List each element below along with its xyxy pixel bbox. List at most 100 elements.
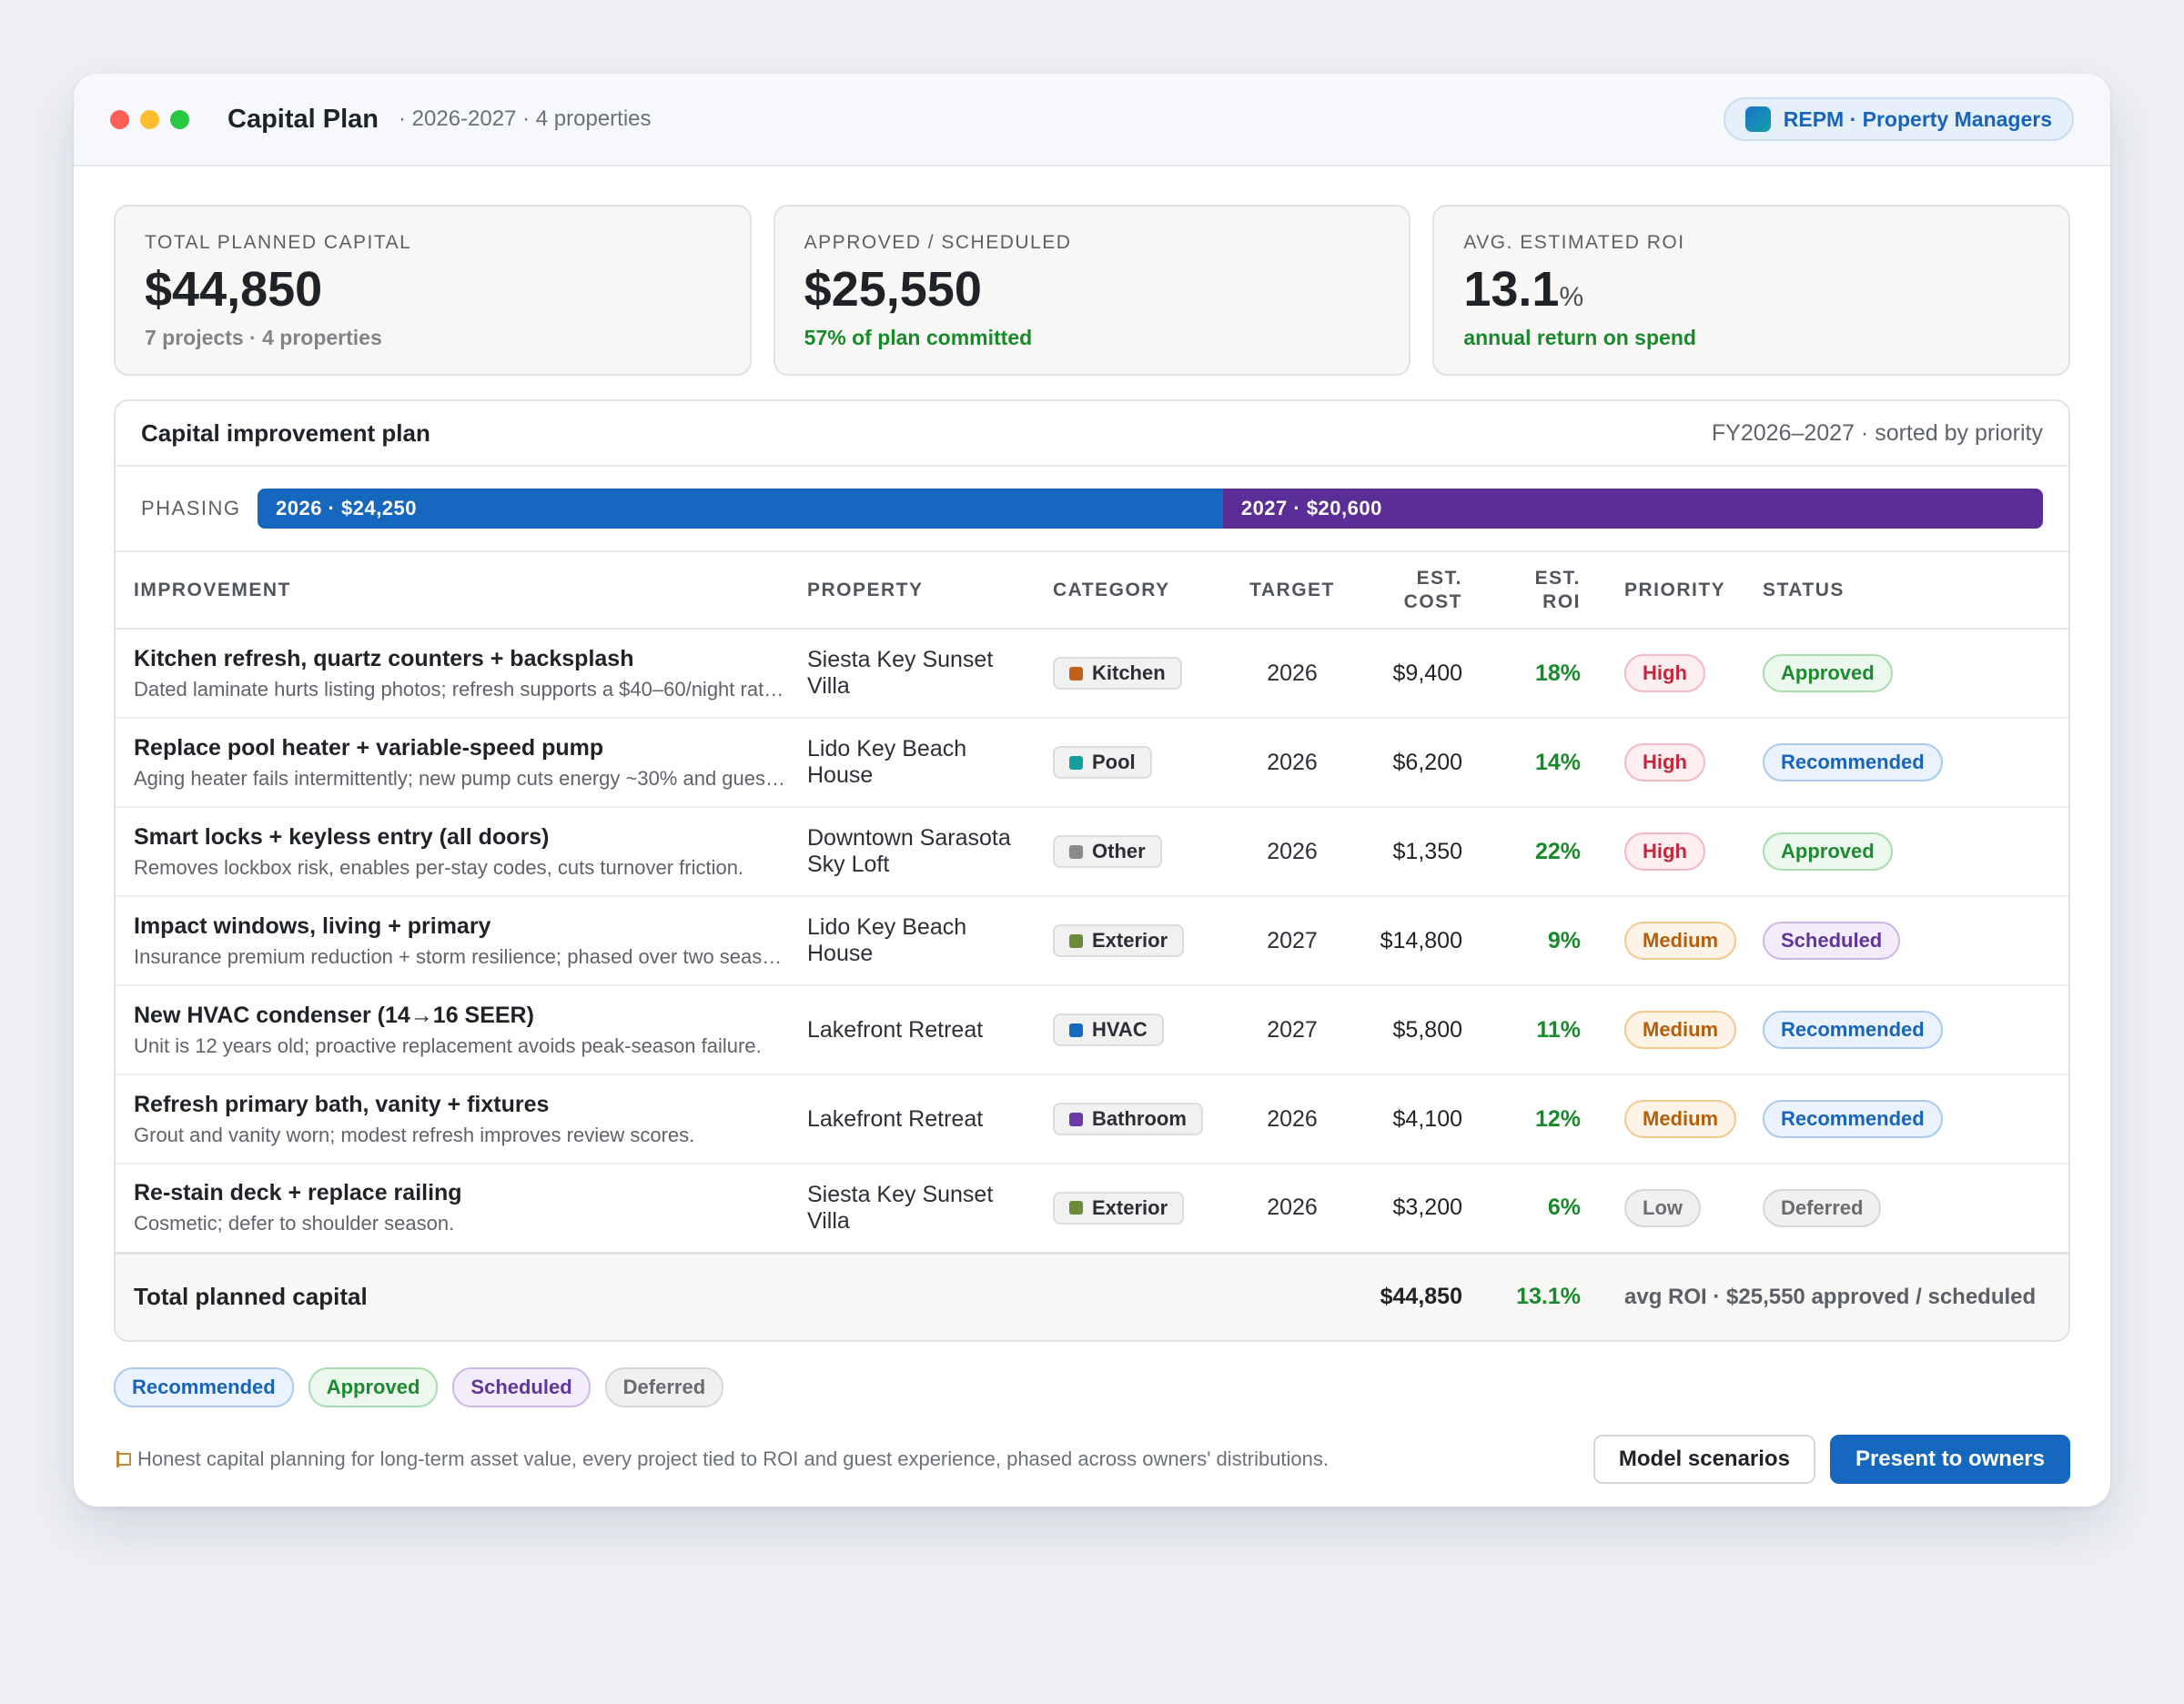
- legend-deferred[interactable]: Deferred: [604, 1367, 724, 1407]
- total-cost: $44,850: [1342, 1251, 1470, 1340]
- category-color-icon: [1069, 1112, 1083, 1126]
- roi-cell: 6%: [1470, 1164, 1588, 1254]
- plan-header: Capital improvement plan FY2026–2027 · s…: [116, 401, 2068, 467]
- close-window-button[interactable]: [110, 109, 129, 129]
- priority-badge[interactable]: Medium: [1624, 1100, 1737, 1138]
- kpi-value: $44,850: [145, 262, 721, 317]
- minimize-window-button[interactable]: [140, 109, 159, 129]
- phasing-label: PHASING: [141, 497, 241, 519]
- improvement-title: New HVAC condenser (14→16 SEER): [134, 1002, 534, 1028]
- priority-cell: Medium: [1588, 985, 1763, 1075]
- status-badge[interactable]: Recommended: [1763, 1011, 1943, 1049]
- page-subtitle: · 2026-2027 · 4 properties: [399, 106, 652, 131]
- category-label: Bathroom: [1092, 1107, 1187, 1130]
- cost-cell: $5,800: [1342, 985, 1470, 1075]
- cost-cell: $6,200: [1342, 718, 1470, 808]
- status-badge[interactable]: Scheduled: [1763, 922, 1901, 960]
- table-row[interactable]: Kitchen refresh, quartz counters + backs…: [116, 629, 2068, 719]
- app-window: Capital Plan · 2026-2027 · 4 properties …: [74, 74, 2110, 1507]
- col-improvement[interactable]: IMPROVEMENT: [116, 552, 800, 630]
- kpi-value: $25,550: [804, 262, 1380, 317]
- status-badge[interactable]: Approved: [1763, 832, 1893, 871]
- priority-cell: Low: [1588, 1164, 1763, 1254]
- category-chip: Exterior: [1053, 1191, 1185, 1225]
- status-badge[interactable]: Approved: [1763, 654, 1893, 692]
- status-badge[interactable]: Recommended: [1763, 743, 1943, 781]
- property-cell: Siesta Key Sunset Villa: [800, 629, 1046, 719]
- status-badge[interactable]: Deferred: [1763, 1188, 1882, 1227]
- roi-cell: 22%: [1470, 807, 1588, 897]
- plan-meta: FY2026–2027 · sorted by priority: [1711, 419, 2043, 446]
- flag-icon: [114, 1449, 134, 1469]
- col-est-cost[interactable]: EST. COST: [1342, 552, 1470, 630]
- kpi-note: 7 projects · 4 properties: [145, 326, 382, 350]
- window-controls: [110, 109, 189, 129]
- present-to-owners-button[interactable]: Present to owners: [1829, 1435, 2070, 1484]
- table-row[interactable]: Impact windows, living + primary Insuranc…: [116, 896, 2068, 986]
- roi-cell: 12%: [1470, 1074, 1588, 1165]
- table-row[interactable]: New HVAC condenser (14→16 SEER) Unit is 1…: [116, 985, 2068, 1075]
- footer-note-text: Honest capital planning for long-term as…: [137, 1447, 1330, 1470]
- category-label: Other: [1092, 840, 1146, 862]
- priority-badge[interactable]: High: [1624, 654, 1705, 692]
- footer-note: Honest capital planning for long-term as…: [114, 1447, 1329, 1471]
- capital-plan-panel: Capital improvement plan FY2026–2027 · s…: [114, 399, 2070, 1342]
- category-color-icon: [1069, 844, 1083, 859]
- col-est-roi[interactable]: EST. ROI: [1470, 552, 1588, 630]
- cost-cell: $4,100: [1342, 1074, 1470, 1165]
- empty-cell: [800, 1251, 1046, 1340]
- empty-cell: [1046, 1251, 1242, 1340]
- col-property[interactable]: PROPERTY: [800, 552, 1046, 630]
- model-scenarios-button[interactable]: Model scenarios: [1592, 1435, 1815, 1484]
- improvement-cell: Impact windows, living + primary Insuranc…: [116, 896, 800, 986]
- page-title: Capital Plan: [228, 104, 379, 134]
- improvement-cell: New HVAC condenser (14→16 SEER) Unit is 1…: [116, 985, 800, 1075]
- legend-recommended[interactable]: Recommended: [114, 1367, 294, 1407]
- col-status[interactable]: STATUS: [1763, 552, 2068, 630]
- improvement-cell: Re-stain deck + replace railing Cosmetic;…: [116, 1164, 800, 1254]
- roi-cell: 18%: [1470, 629, 1588, 719]
- property-cell: Downtown Sarasota Sky Loft: [800, 807, 1046, 897]
- title-bar: Capital Plan · 2026-2027 · 4 properties …: [74, 74, 2110, 166]
- maximize-window-button[interactable]: [170, 109, 189, 129]
- target-cell: 2026: [1242, 1164, 1342, 1254]
- priority-badge[interactable]: Low: [1624, 1188, 1701, 1227]
- category-label: HVAC: [1092, 1018, 1148, 1041]
- kpi-value-number: $25,550: [804, 262, 982, 317]
- priority-badge[interactable]: Medium: [1624, 922, 1737, 960]
- col-category[interactable]: CATEGORY: [1046, 552, 1242, 630]
- brand-badge[interactable]: REPM · Property Managers: [1723, 97, 2074, 141]
- legend-scheduled[interactable]: Scheduled: [452, 1367, 591, 1407]
- target-cell: 2026: [1242, 807, 1342, 897]
- target-cell: 2026: [1242, 718, 1342, 808]
- legend-approved[interactable]: Approved: [308, 1367, 439, 1407]
- target-cell: 2027: [1242, 985, 1342, 1075]
- category-color-icon: [1069, 1201, 1083, 1215]
- table-header-row: IMPROVEMENT PROPERTY CATEGORY TARGET EST…: [116, 552, 2068, 630]
- property-cell: Siesta Key Sunset Villa: [800, 1164, 1046, 1254]
- table-row[interactable]: Re-stain deck + replace railing Cosmetic;…: [116, 1164, 2068, 1254]
- kpi-label: APPROVED / SCHEDULED: [804, 232, 1072, 253]
- phase-segment-2026: 2026 · $24,250: [258, 489, 1223, 529]
- col-priority[interactable]: PRIORITY: [1588, 552, 1763, 630]
- table-row[interactable]: Smart locks + keyless entry (all doors) R…: [116, 807, 2068, 897]
- target-cell: 2026: [1242, 1074, 1342, 1165]
- category-chip: Exterior: [1053, 924, 1185, 957]
- priority-badge[interactable]: Medium: [1624, 1011, 1737, 1049]
- category-label: Exterior: [1092, 929, 1168, 952]
- priority-badge[interactable]: High: [1624, 743, 1705, 781]
- brand-label: REPM · Property Managers: [1783, 106, 2052, 131]
- category-cell: Bathroom: [1046, 1074, 1242, 1165]
- col-target[interactable]: TARGET: [1242, 552, 1342, 630]
- total-label: Total planned capital: [134, 1283, 368, 1311]
- category-label: Exterior: [1092, 1195, 1168, 1219]
- improvement-title: Impact windows, living + primary: [134, 912, 491, 939]
- table-row[interactable]: Replace pool heater + variable-speed pum…: [116, 718, 2068, 808]
- priority-badge[interactable]: High: [1624, 832, 1705, 871]
- status-cell: Approved: [1763, 629, 2068, 719]
- total-note: avg ROI · $25,550 approved / scheduled: [1588, 1251, 2068, 1340]
- col-est-cost-label: EST. COST: [1403, 568, 1462, 612]
- status-badge[interactable]: Recommended: [1763, 1100, 1943, 1138]
- target-cell: 2026: [1242, 629, 1342, 719]
- table-row[interactable]: Refresh primary bath, vanity + fixtures G…: [116, 1074, 2068, 1165]
